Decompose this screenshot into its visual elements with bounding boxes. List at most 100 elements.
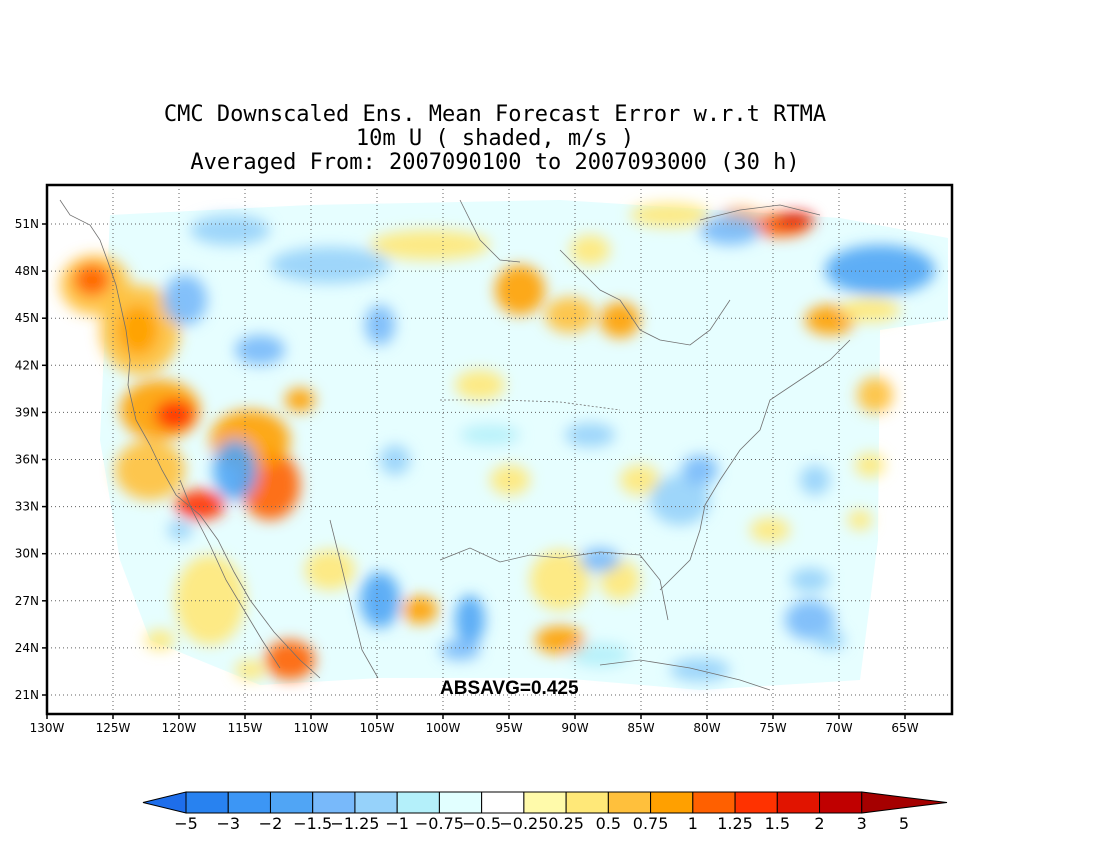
anomaly-blob bbox=[118, 305, 158, 355]
lat-tick-label: 36N bbox=[15, 453, 39, 467]
lat-tick-label: 45N bbox=[15, 311, 39, 325]
anomaly-blob bbox=[270, 247, 390, 283]
anomaly-blob bbox=[815, 630, 845, 650]
colorbar-segment bbox=[776, 791, 821, 814]
colorbar-label: 1.5 bbox=[765, 814, 790, 833]
anomaly-blob bbox=[682, 455, 718, 485]
colorbar-label: 0.75 bbox=[633, 814, 669, 833]
anomaly-blob bbox=[455, 595, 485, 645]
lat-tick-label: 27N bbox=[15, 594, 39, 608]
lat-tick-label: 21N bbox=[15, 688, 39, 702]
anomaly-blob bbox=[848, 510, 872, 530]
lon-tick-label: 105W bbox=[360, 721, 395, 735]
anomaly-blob bbox=[800, 465, 830, 495]
anomaly-blob bbox=[460, 425, 520, 445]
colorbar-label: −0.25 bbox=[499, 814, 548, 833]
lat-axis: 51N 48N 45N 42N 39N 36N 33N 30N 27N 24N 21N bbox=[15, 217, 47, 702]
colorbar-label: 1.25 bbox=[717, 814, 753, 833]
anomaly-blob bbox=[490, 465, 530, 495]
anomaly-blob bbox=[700, 215, 760, 245]
anomaly-blob bbox=[455, 370, 505, 400]
lat-tick-label: 48N bbox=[15, 264, 39, 278]
colorbar-label: −1.25 bbox=[330, 814, 379, 833]
absavg-label: ABSAVG=0.425 bbox=[440, 678, 579, 699]
lon-tick-label: 80W bbox=[693, 721, 720, 735]
lon-tick-label: 85W bbox=[627, 721, 654, 735]
chart-title-line3: Averaged From: 2007090100 to 2007093000 … bbox=[190, 150, 800, 175]
colorbar-label: 0.25 bbox=[548, 814, 584, 833]
chart-title-line1: CMC Downscaled Ens. Mean Forecast Error … bbox=[163, 102, 827, 127]
anomaly-blob bbox=[570, 643, 630, 667]
colorbar-segment bbox=[312, 791, 356, 814]
anomaly-blob bbox=[630, 203, 710, 227]
colorbar-segment bbox=[734, 791, 778, 814]
colorbar-segment bbox=[438, 791, 483, 814]
anomaly-blob bbox=[305, 550, 355, 590]
chart-title-line2: 10m U ( shaded, m/s ) bbox=[355, 126, 635, 151]
lon-tick-label: 75W bbox=[759, 721, 786, 735]
lon-tick-label: 70W bbox=[825, 721, 852, 735]
anomaly-blob bbox=[580, 548, 620, 572]
lat-tick-label: 24N bbox=[15, 641, 39, 655]
colorbar-label: −1 bbox=[385, 814, 409, 833]
anomaly-blob bbox=[545, 297, 595, 333]
anomaly-blob bbox=[145, 630, 175, 650]
anomaly-blob bbox=[495, 265, 545, 315]
anomaly-blob bbox=[360, 572, 400, 628]
colorbar-segment bbox=[227, 791, 271, 814]
anomaly-blob bbox=[370, 230, 490, 260]
lon-tick-label: 120W bbox=[162, 721, 197, 735]
lat-tick-label: 42N bbox=[15, 358, 39, 372]
anomaly-blob bbox=[570, 235, 610, 265]
lat-tick-label: 30N bbox=[15, 547, 39, 561]
lon-tick-label: 90W bbox=[561, 721, 588, 735]
anomaly-blob bbox=[235, 335, 285, 365]
lon-tick-label: 115W bbox=[228, 721, 263, 735]
anomaly-blob bbox=[190, 215, 270, 245]
anomaly-blob bbox=[265, 640, 315, 680]
lon-tick-label: 65W bbox=[891, 721, 918, 735]
colorbar-label: −5 bbox=[174, 814, 198, 833]
colorbar-segment bbox=[650, 791, 694, 814]
anomaly-blob bbox=[365, 305, 395, 345]
anomaly-blob bbox=[74, 264, 110, 296]
colorbar-label: −3 bbox=[216, 814, 240, 833]
colorbar-segment bbox=[565, 791, 609, 814]
colorbar-min-arrow bbox=[142, 791, 187, 814]
lon-axis: 130W 125W 120W 115W 110W 105W 100W 95W 90W 85W 80W… bbox=[30, 714, 919, 735]
anomaly-blob bbox=[535, 626, 585, 654]
lat-tick-label: 51N bbox=[15, 217, 39, 231]
anomaly-blob bbox=[213, 440, 257, 500]
anomaly-blob bbox=[440, 640, 480, 660]
anomaly-blob bbox=[402, 596, 438, 624]
map-frame bbox=[45, 183, 954, 716]
anomaly-blob bbox=[168, 520, 192, 540]
anomaly-blobs bbox=[60, 203, 935, 682]
coastlines bbox=[59, 199, 851, 691]
colorbar-label: 1 bbox=[688, 814, 698, 833]
colorbar-segment bbox=[523, 791, 567, 814]
lon-tick-label: 110W bbox=[294, 721, 329, 735]
anomaly-blob bbox=[600, 302, 640, 338]
colorbar-segment bbox=[481, 791, 525, 814]
colorbar-segment bbox=[185, 791, 229, 814]
anomaly-blob bbox=[565, 423, 615, 447]
colorbar-label: −0.75 bbox=[415, 814, 464, 833]
lon-tick-label: 125W bbox=[96, 721, 131, 735]
colorbar-label: −0.5 bbox=[462, 814, 501, 833]
anomaly-blob bbox=[857, 377, 893, 413]
colorbar-segment bbox=[269, 791, 314, 814]
colorbar-max-arrow bbox=[861, 791, 948, 814]
lat-tick-label: 39N bbox=[15, 405, 39, 419]
colorbar-label: 3 bbox=[857, 814, 867, 833]
colorbar-label: 0.5 bbox=[596, 814, 621, 833]
anomaly-blob bbox=[790, 568, 830, 592]
anomaly-blob bbox=[650, 475, 710, 525]
anomaly-blob bbox=[775, 212, 815, 228]
colorbar: −5 −3 −2 −1.5−1.25 −1 −0.75−0.5−0.25 0.25 0.5 0.… bbox=[142, 791, 948, 833]
anomaly-blob bbox=[155, 400, 195, 430]
anomaly-blob bbox=[175, 555, 245, 645]
map-grid bbox=[47, 185, 952, 714]
colorbar-segment bbox=[819, 791, 863, 814]
